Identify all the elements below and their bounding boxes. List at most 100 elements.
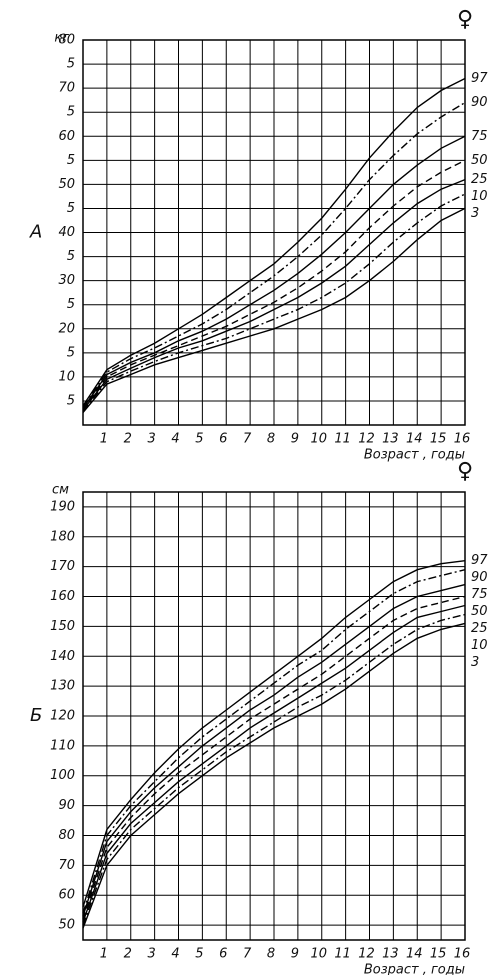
y-tick-label: 10	[58, 369, 75, 384]
y-tick-label: 20	[58, 321, 75, 336]
y-tick-label: 170	[50, 559, 75, 574]
x-tick-label: 14	[406, 432, 423, 447]
legend-label: 90	[471, 95, 488, 110]
x-tick-label: 5	[195, 432, 203, 447]
percentile-line	[82, 613, 466, 926]
x-tick-label: 10	[310, 432, 327, 447]
y-tick-label: 40	[58, 225, 75, 240]
y-tick-label: 70	[58, 81, 75, 96]
x-tick-label: 2	[124, 432, 132, 447]
percentile-line	[82, 569, 466, 914]
x-tick-label: 8	[267, 947, 275, 962]
x-axis-label: Возраст , годы	[364, 448, 465, 463]
x-tick-label: 1	[100, 947, 108, 962]
legend-label: 90	[471, 570, 488, 585]
y-tick-label: 130	[50, 679, 75, 694]
percentile-line	[82, 595, 466, 920]
y-tick-label: 90	[58, 798, 75, 813]
y-tick-label: 5	[67, 105, 75, 120]
x-tick-label: 16	[454, 432, 471, 447]
y-tick-label: 5	[67, 57, 75, 72]
y-tick-label: 50	[58, 918, 75, 933]
y-tick-label: 80	[58, 33, 75, 48]
x-tick-label: 1	[100, 432, 108, 447]
legend-label: 97	[471, 71, 488, 86]
x-tick-label: 2	[124, 947, 132, 962]
legend-label: 3	[471, 206, 479, 221]
x-tick-label: 9	[291, 947, 299, 962]
percentile-line	[82, 135, 466, 409]
legend-label: 75	[471, 587, 488, 602]
x-tick-label: 9	[291, 432, 299, 447]
x-tick-label: 14	[406, 947, 423, 962]
legend-label: 3	[471, 655, 479, 670]
percentile-line	[82, 193, 466, 412]
legend-label: 75	[471, 129, 488, 144]
percentile-line	[82, 560, 466, 908]
y-tick-label: 60	[58, 129, 75, 144]
y-tick-label: 5	[67, 249, 75, 264]
y-tick-label: 80	[58, 828, 75, 843]
y-tick-label: 60	[58, 888, 75, 903]
legend-label: 97	[471, 553, 488, 568]
x-tick-label: 4	[171, 947, 179, 962]
percentile-line	[82, 622, 466, 929]
legend-label: 50	[471, 604, 488, 619]
x-tick-label: 11	[334, 432, 351, 447]
x-tick-label: 4	[171, 432, 179, 447]
x-tick-label: 6	[219, 432, 227, 447]
y-tick-label: 190	[50, 499, 75, 514]
y-tick-label: 5	[67, 201, 75, 216]
percentile-line	[82, 207, 466, 413]
x-tick-label: 11	[334, 947, 351, 962]
x-tick-label: 3	[147, 947, 155, 962]
y-tick-label: 70	[58, 858, 75, 873]
percentile-line	[82, 159, 466, 410]
percentile-line	[82, 583, 466, 917]
x-tick-label: 10	[310, 947, 327, 962]
percentile-line	[82, 178, 466, 411]
x-tick-label: 13	[382, 432, 399, 447]
x-tick-label: 8	[267, 432, 275, 447]
y-tick-label: 180	[50, 529, 75, 544]
legend-label: 10	[471, 189, 488, 204]
y-tick-label: 5	[67, 393, 75, 408]
x-tick-label: 16	[454, 947, 471, 962]
y-tick-label: 100	[50, 768, 75, 783]
y-unit: кг	[54, 31, 69, 46]
percentile-line	[82, 604, 466, 923]
x-tick-label: 5	[195, 947, 203, 962]
x-tick-label: 6	[219, 947, 227, 962]
legend-label: 25	[471, 172, 488, 187]
percentile-line	[82, 102, 466, 408]
y-tick-label: 50	[58, 177, 75, 192]
y-tick-label: 30	[58, 273, 75, 288]
x-tick-label: 13	[382, 947, 399, 962]
y-unit: см	[52, 483, 69, 498]
y-tick-label: 110	[50, 738, 75, 753]
legend-label: 50	[471, 153, 488, 168]
y-tick-label: 140	[50, 649, 75, 664]
panel-label: Б	[30, 705, 42, 726]
x-axis-label: Возраст , годы	[364, 963, 465, 975]
x-tick-label: 12	[358, 432, 375, 447]
panel-label: А	[29, 222, 42, 243]
legend-label: 25	[471, 621, 488, 636]
y-tick-label: 120	[50, 709, 75, 724]
percentile-line	[82, 77, 466, 407]
x-tick-label: 7	[243, 947, 252, 962]
x-tick-label: 12	[358, 947, 375, 962]
y-tick-label: 5	[67, 297, 75, 312]
x-tick-label: 15	[430, 947, 447, 962]
x-tick-label: 15	[430, 432, 447, 447]
y-tick-label: 5	[67, 345, 75, 360]
x-tick-label: 7	[243, 432, 252, 447]
y-tick-label: 5	[67, 153, 75, 168]
sex-symbol: ♀	[457, 7, 473, 32]
sex-symbol: ♀	[457, 459, 473, 484]
y-tick-label: 150	[50, 619, 75, 634]
x-tick-label: 3	[147, 432, 155, 447]
y-tick-label: 160	[50, 589, 75, 604]
legend-label: 10	[471, 638, 488, 653]
